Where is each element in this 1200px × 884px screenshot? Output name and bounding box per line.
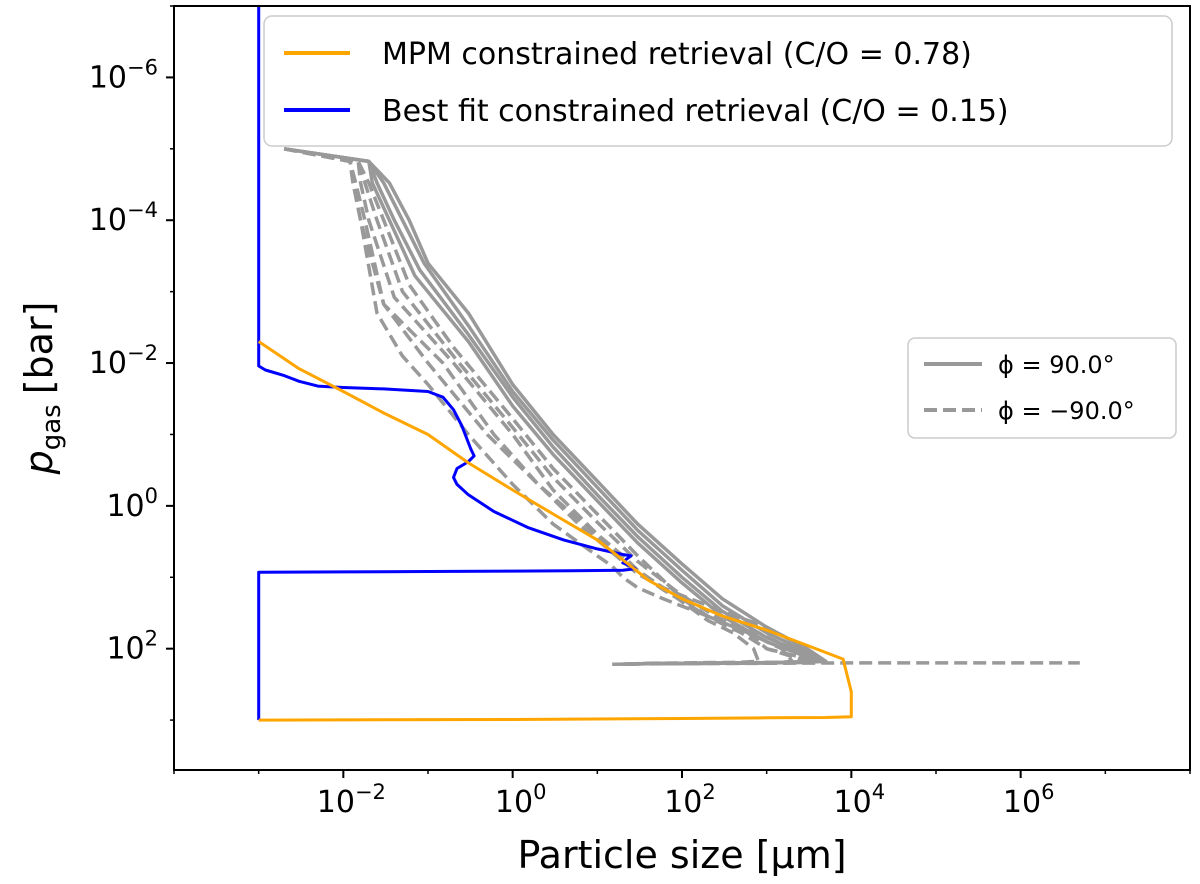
series-layer xyxy=(257,6,1080,722)
y-axis-title: pgas [bar] xyxy=(17,302,67,476)
y-tick-label: 10−6 xyxy=(89,55,158,95)
x-tick-label: 104 xyxy=(834,780,886,820)
y-axis-title-main: p xyxy=(17,450,61,475)
y-tick-label: 10−2 xyxy=(89,341,158,381)
main-legend: MPM constrained retrieval (C/O = 0.78) B… xyxy=(263,15,1173,147)
x-tick-label: 102 xyxy=(664,780,716,820)
x-tick-label: 106 xyxy=(1003,780,1055,820)
legend-phi90-label: ϕ = 90.0° xyxy=(998,351,1115,379)
x-axis-title: Particle size [μm] xyxy=(517,833,846,877)
y-tick-label: 100 xyxy=(106,484,158,524)
y-tick-label: 10−4 xyxy=(89,198,158,238)
series-line-best-fit-constrained-retrieval-c-o-0-15 xyxy=(257,6,637,721)
legend-mpm-label: MPM constrained retrieval (C/O = 0.78) xyxy=(382,37,972,72)
y-axis-title-sub: gas xyxy=(37,404,67,450)
ticks-layer: 10−2 100 102 104 106 10−6 10−4 10−2 100 102 xyxy=(89,5,1191,820)
y-tick-label: 102 xyxy=(106,627,158,667)
series-line-mpm-constrained-retrieval-c-o-0-78 xyxy=(257,340,853,722)
legend-phim90-label: ϕ = −90.0° xyxy=(998,397,1135,425)
main-legend-box xyxy=(263,15,1173,147)
legend-bestfit-label: Best fit constrained retrieval (C/O = 0.… xyxy=(382,94,1009,129)
svg-text:pgas[bar]: pgas [bar] xyxy=(17,302,67,476)
x-tick-label: 10−2 xyxy=(317,780,386,820)
y-axis-title-unit: [bar] xyxy=(17,302,61,395)
phi-legend: ϕ = 90.0° ϕ = −90.0° xyxy=(907,337,1177,439)
x-tick-label: 100 xyxy=(495,780,547,820)
series-line-phim90-tail xyxy=(612,661,1080,666)
